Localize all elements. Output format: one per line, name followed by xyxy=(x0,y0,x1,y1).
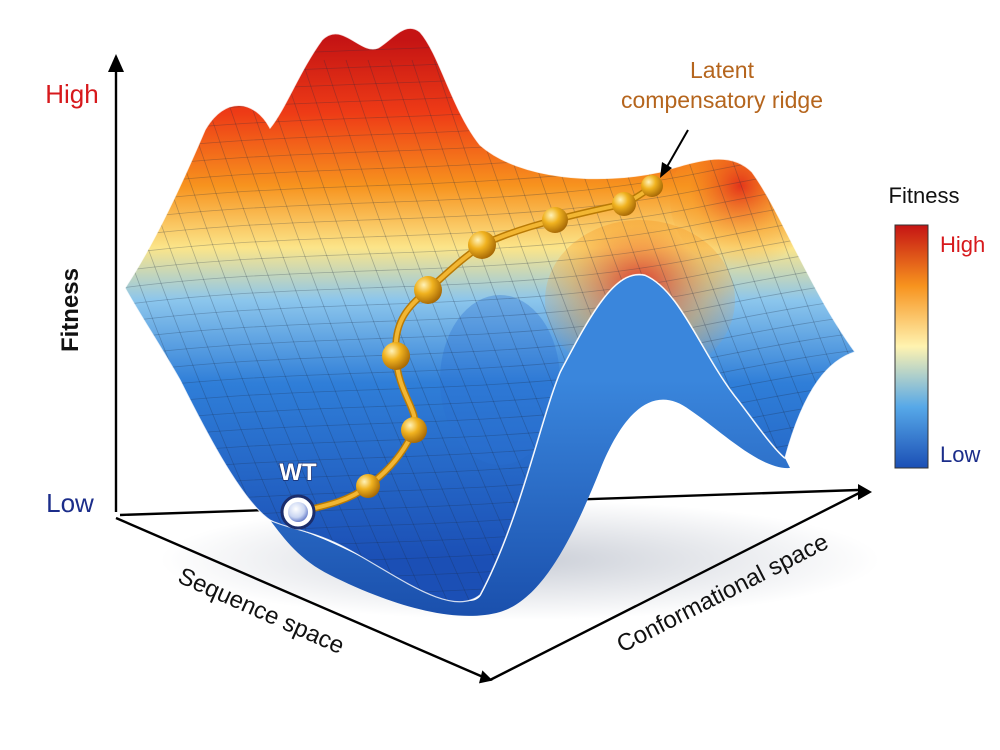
sequence-axis-arrowhead xyxy=(478,670,493,684)
wild-type-marker: WT xyxy=(279,458,318,530)
legend-high-label: High xyxy=(940,232,985,257)
fitness-axis-high-label: High xyxy=(45,79,98,109)
mutation-bead xyxy=(641,175,663,197)
fitness-legend: Fitness High Low xyxy=(889,183,985,469)
fitness-axis-arrowhead xyxy=(108,54,124,72)
mutation-bead xyxy=(414,276,442,304)
mutation-bead xyxy=(542,207,568,233)
conformational-axis-arrowhead xyxy=(858,484,872,500)
mutation-bead xyxy=(401,417,427,443)
ridge-annotation: Latent compensatory ridge xyxy=(621,57,823,178)
fitness-axis-low-label: Low xyxy=(46,488,94,518)
wild-type-label: WT xyxy=(279,459,317,486)
mutation-bead xyxy=(382,342,410,370)
ridge-annotation-line1: Latent xyxy=(690,57,755,83)
legend-title: Fitness xyxy=(889,183,960,208)
fitness-axis-title: Fitness xyxy=(57,268,84,352)
mutation-bead xyxy=(612,192,636,216)
ridge-annotation-line2: compensatory ridge xyxy=(621,87,823,113)
legend-low-label: Low xyxy=(940,442,980,467)
legend-colorbar xyxy=(894,224,929,469)
landscape-front-wall xyxy=(270,274,790,616)
mutation-bead xyxy=(468,231,496,259)
compensatory-path xyxy=(294,175,663,516)
mutation-bead xyxy=(356,474,380,498)
